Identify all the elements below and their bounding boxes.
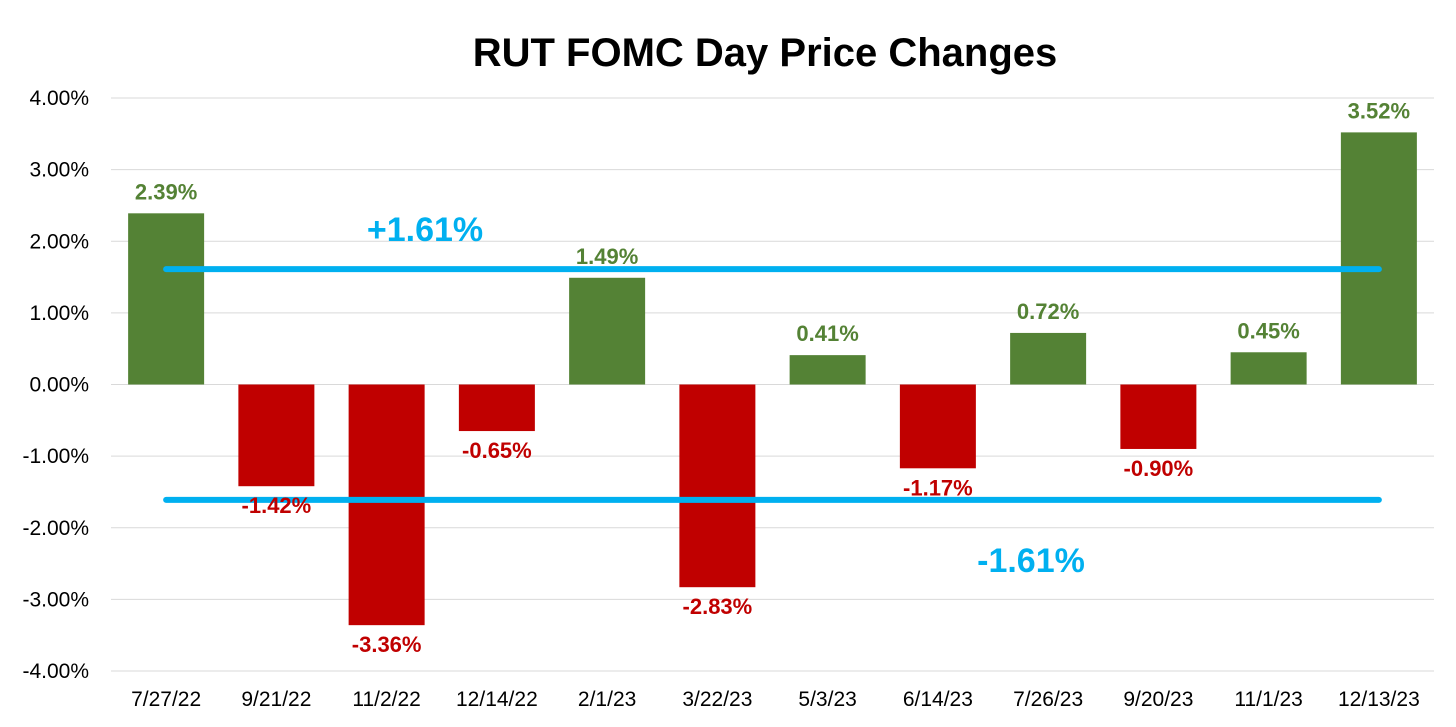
x-tick-label: 9/21/22 <box>241 688 311 711</box>
bar-3-22-23 <box>679 384 756 588</box>
y-tick-label: -3.00% <box>22 588 89 611</box>
gridlines <box>111 97 1434 672</box>
x-tick-label: 9/20/23 <box>1123 688 1193 711</box>
data-label: -2.83% <box>683 594 753 619</box>
data-label: 1.49% <box>576 244 638 269</box>
bar-12-13-23 <box>1340 132 1417 385</box>
data-label: 0.41% <box>796 321 858 346</box>
y-tick-label: 4.00% <box>29 87 89 110</box>
bar-11-1-23 <box>1230 352 1307 385</box>
y-tick-label: -4.00% <box>22 660 89 683</box>
y-tick-label: -1.00% <box>22 445 89 468</box>
bar-2-1-23 <box>569 277 646 385</box>
y-tick-label: 0.00% <box>29 374 89 397</box>
data-label: -0.65% <box>462 438 532 463</box>
x-tick-label: 6/14/23 <box>903 688 973 711</box>
bar-6-14-23 <box>899 384 976 469</box>
x-tick-label: 2/1/23 <box>578 688 636 711</box>
y-tick-label: 3.00% <box>29 159 89 182</box>
reference-lines: +1.61% -1.61% <box>163 211 1382 580</box>
x-tick-label: 11/2/22 <box>352 688 421 711</box>
x-tick-label: 7/27/22 <box>131 688 201 711</box>
data-label: -0.90% <box>1124 456 1194 481</box>
data-label: 2.39% <box>135 179 197 204</box>
bars <box>128 132 1417 626</box>
x-tick-label: 3/22/23 <box>682 688 752 711</box>
x-tick-label: 5/3/23 <box>798 688 856 711</box>
data-labels: 2.39% -1.42% -3.36% -0.65% 1.49% -2.83% 0.41% -… <box>135 98 1410 657</box>
y-tick-label: 2.00% <box>29 230 89 253</box>
data-label: -3.36% <box>352 632 422 657</box>
bar-12-14-22 <box>458 384 535 432</box>
data-label: 0.72% <box>1017 299 1079 324</box>
x-axis-ticks: 7/27/22 9/21/22 11/2/22 12/14/22 2/1/23 3/22/… <box>131 688 1420 711</box>
x-tick-label: 11/1/23 <box>1234 688 1303 711</box>
reference-line-label: +1.61% <box>367 211 483 249</box>
bar-9-21-22 <box>238 384 315 487</box>
y-axis-ticks: 4.00% 3.00% 2.00% 1.00% 0.00% -1.00% -2.00% -3.… <box>22 87 89 683</box>
reference-line-label: -1.61% <box>977 542 1085 580</box>
chart-title: RUT FOMC Day Price Changes <box>473 31 1058 75</box>
bar-5-3-23 <box>789 355 866 385</box>
data-label: -1.17% <box>903 475 973 500</box>
bar-9-20-23 <box>1120 384 1197 449</box>
y-tick-label: 1.00% <box>29 302 89 325</box>
x-tick-label: 12/14/22 <box>456 688 538 711</box>
data-label: -1.42% <box>242 493 312 518</box>
y-tick-label: -2.00% <box>22 517 89 540</box>
bar-7-26-23 <box>1010 332 1087 385</box>
bar-11-2-22 <box>348 384 425 626</box>
bar-7-27-22 <box>128 213 205 385</box>
data-label: 0.45% <box>1237 318 1299 343</box>
x-tick-label: 7/26/23 <box>1013 688 1083 711</box>
x-tick-label: 12/13/23 <box>1338 688 1420 711</box>
data-label: 3.52% <box>1348 98 1410 123</box>
